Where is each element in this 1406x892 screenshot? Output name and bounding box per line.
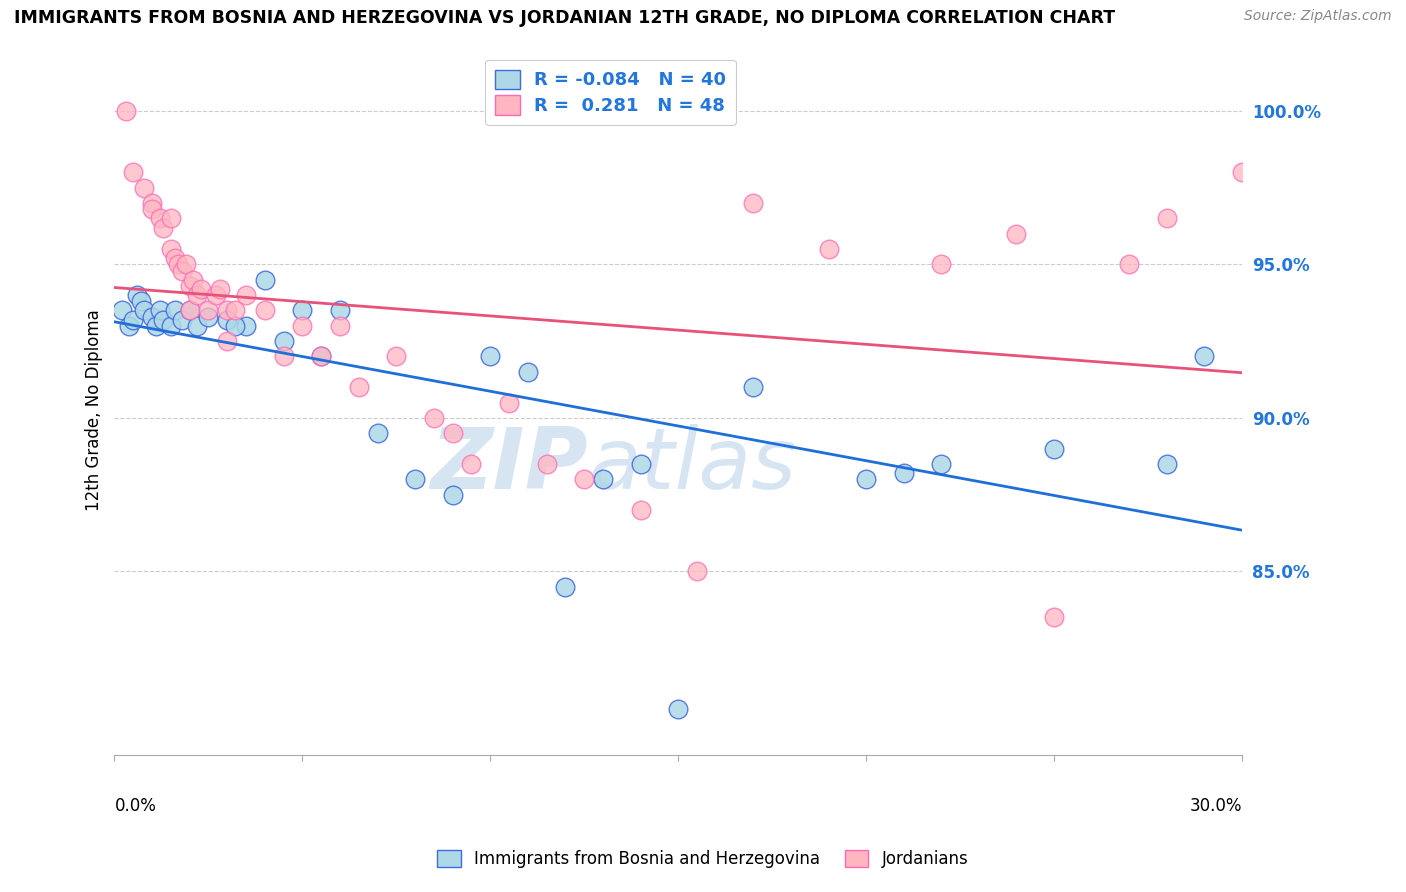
Point (224, 318, 246, 333)
Point (111, 303, 134, 318)
Point (208, 282, 231, 296)
Point (347, 380, 370, 394)
Point (186, 318, 208, 333)
Point (366, 426, 388, 441)
Point (141, 202, 163, 217)
Point (179, 303, 201, 318)
Point (423, 410, 446, 425)
Point (134, 180, 156, 194)
Point (122, 312, 145, 326)
Point (179, 303, 201, 318)
Point (1230, 165, 1253, 179)
Point (152, 312, 174, 326)
Point (855, 472, 877, 486)
Legend: Immigrants from Bosnia and Herzegovina, Jordanians: Immigrants from Bosnia and Herzegovina, … (430, 843, 976, 875)
Text: 30.0%: 30.0% (1189, 797, 1241, 814)
Text: 0.0%: 0.0% (114, 797, 156, 814)
Point (309, 350, 332, 364)
Point (217, 303, 239, 318)
Point (273, 334, 295, 348)
Point (141, 196, 163, 211)
Point (404, 472, 426, 486)
Point (441, 426, 464, 441)
Point (197, 310, 219, 324)
Point (554, 580, 576, 594)
Point (134, 303, 156, 318)
Point (125, 288, 148, 302)
Point (122, 165, 145, 179)
Point (385, 350, 408, 364)
Point (929, 457, 952, 471)
Point (163, 252, 186, 266)
Text: atlas: atlas (588, 424, 796, 507)
Point (235, 288, 257, 302)
Point (174, 257, 197, 271)
Point (666, 702, 689, 716)
Point (1156, 457, 1178, 471)
Point (170, 263, 193, 277)
Point (273, 350, 295, 364)
Point (536, 457, 558, 471)
Point (929, 257, 952, 271)
Point (1043, 442, 1066, 456)
Point (253, 303, 276, 318)
Point (152, 220, 174, 235)
Point (686, 564, 709, 578)
Point (893, 466, 915, 480)
Point (498, 395, 520, 409)
Point (1118, 257, 1140, 271)
Point (118, 318, 141, 333)
Point (742, 380, 765, 394)
Point (235, 318, 257, 333)
Point (516, 365, 538, 379)
Text: IMMIGRANTS FROM BOSNIA AND HERZEGOVINA VS JORDANIAN 12TH GRADE, NO DIPLOMA CORRE: IMMIGRANTS FROM BOSNIA AND HERZEGOVINA V… (14, 9, 1115, 27)
Point (817, 242, 839, 256)
Point (167, 257, 190, 271)
Point (148, 303, 170, 318)
Point (159, 211, 181, 226)
Point (253, 273, 276, 287)
Point (291, 318, 314, 333)
Point (1043, 610, 1066, 624)
Point (114, 103, 136, 118)
Point (179, 279, 201, 293)
Point (197, 303, 219, 318)
Point (163, 303, 186, 318)
Point (224, 303, 246, 318)
Point (186, 288, 208, 302)
Point (630, 503, 652, 517)
Point (574, 472, 596, 486)
Point (217, 312, 239, 326)
Point (329, 318, 352, 333)
Point (205, 288, 228, 302)
Text: ZIP: ZIP (430, 424, 588, 507)
Point (441, 487, 464, 501)
Text: Source: ZipAtlas.com: Source: ZipAtlas.com (1244, 9, 1392, 23)
Point (479, 350, 502, 364)
Y-axis label: 12th Grade, No Diploma: 12th Grade, No Diploma (86, 310, 103, 511)
Point (291, 303, 314, 318)
Point (183, 273, 205, 287)
Point (148, 211, 170, 226)
Point (170, 312, 193, 326)
Point (1005, 227, 1028, 241)
Point (129, 294, 152, 309)
Point (141, 310, 163, 324)
Legend: R = -0.084   N = 40, R =  0.281   N = 48: R = -0.084 N = 40, R = 0.281 N = 48 (485, 60, 735, 125)
Point (1194, 350, 1216, 364)
Point (217, 334, 239, 348)
Point (309, 350, 332, 364)
Point (742, 196, 765, 211)
Point (460, 457, 482, 471)
Point (329, 303, 352, 318)
Point (159, 242, 181, 256)
Point (145, 318, 167, 333)
Point (630, 457, 652, 471)
Point (159, 318, 181, 333)
Point (592, 472, 614, 486)
Point (190, 282, 212, 296)
Point (1156, 211, 1178, 226)
